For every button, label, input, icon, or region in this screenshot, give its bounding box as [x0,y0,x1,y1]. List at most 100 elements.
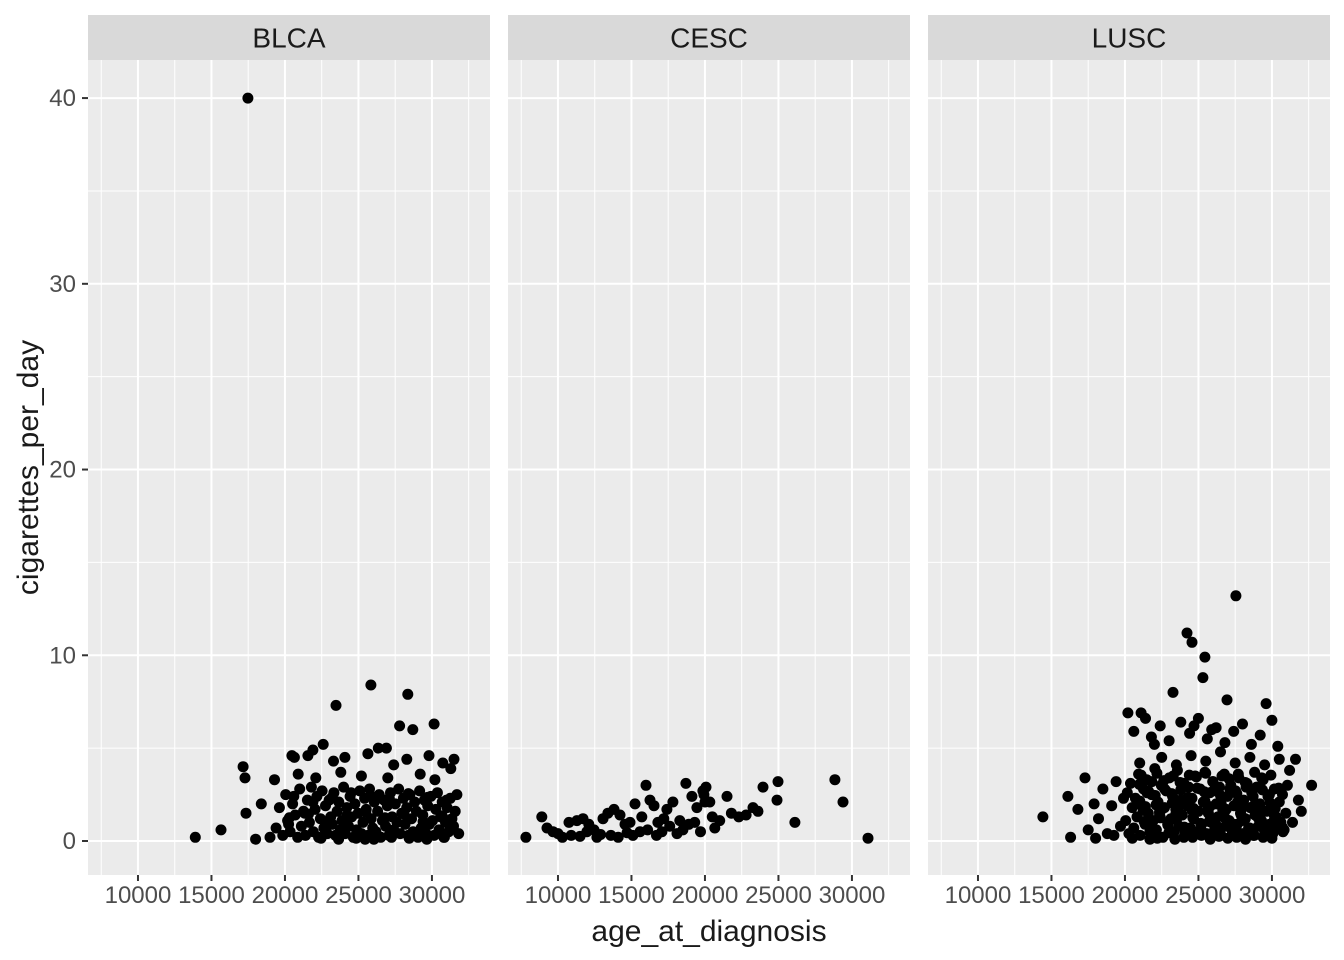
data-point [1197,672,1209,684]
data-point [595,829,607,840]
data-point [270,822,282,834]
data-point [1121,787,1133,799]
x-tick-label: 30000 [1239,882,1306,909]
data-point [1204,801,1216,813]
data-point [556,831,568,843]
data-point [829,774,841,786]
x-tick-label: 10000 [525,882,592,909]
data-point [1207,785,1219,797]
data-point [1266,714,1278,726]
data-point [1200,767,1212,779]
data-point [1088,798,1100,810]
data-point [414,785,426,797]
x-tick-label: 10000 [945,882,1012,909]
data-point [398,808,410,820]
x-axis-title: age_at_diagnosis [591,915,826,948]
y-tick-label: 20 [49,457,76,484]
data-point [1260,698,1272,710]
data-point [307,796,319,808]
data-point [680,777,692,789]
data-point [1273,753,1285,765]
data-point [1144,833,1156,845]
data-point [372,742,384,754]
data-point [1280,807,1292,819]
data-point [1212,826,1224,838]
data-point [837,796,849,808]
data-point [1240,833,1251,845]
data-point [1229,757,1241,769]
data-point [1147,825,1159,837]
data-point [345,787,357,799]
data-point [771,794,783,806]
data-point [269,774,280,786]
data-point [328,755,339,767]
data-point [583,818,595,830]
data-point [341,810,353,822]
data-point [1151,767,1163,779]
data-point [648,800,660,812]
data-point [386,831,397,843]
data-point [1207,776,1219,788]
data-point [1138,816,1150,827]
data-point [428,718,440,730]
data-point [402,788,414,800]
data-point [421,833,433,845]
data-point [1219,737,1231,749]
x-tick-label: 15000 [1018,882,1085,909]
data-point [1108,829,1120,841]
data-point [1139,801,1151,813]
data-point [691,802,703,814]
data-point [1163,735,1175,747]
data-point [1159,783,1171,795]
facet-strip [88,15,490,60]
data-point [394,720,406,732]
data-point [264,831,276,843]
data-point [360,806,372,818]
facet-strip [508,15,910,60]
data-point [1221,694,1233,706]
panel-background [88,60,490,875]
data-point [436,810,448,822]
data-point [1082,824,1094,836]
data-point [1292,794,1304,806]
data-point [752,805,764,817]
data-point [1247,790,1259,802]
data-point [322,816,334,827]
data-point [674,815,686,827]
data-point [288,790,300,802]
data-point [453,828,465,840]
data-point [1037,811,1049,823]
data-point [658,813,670,825]
x-tick-label: 20000 [1092,882,1159,909]
data-point [1167,686,1179,698]
data-point [1237,718,1248,730]
data-point [1277,826,1289,838]
data-point [335,766,347,778]
data-point [350,832,362,844]
data-point [1065,831,1077,843]
y-axis-title: cigarettes_per_day [12,340,45,595]
data-point [333,833,345,845]
data-point [1273,782,1285,794]
data-point [667,796,679,808]
data-point [417,816,429,827]
data-point [757,781,769,793]
data-point [1181,627,1193,639]
data-point [1062,790,1074,802]
data-point [1125,777,1136,789]
data-point [422,791,433,803]
x-tick-label: 10000 [105,882,172,909]
data-point [1172,802,1184,814]
data-point [1204,833,1216,845]
panel-background [928,60,1330,875]
data-point [1163,827,1175,839]
data-point [1245,738,1257,750]
data-point [403,832,415,844]
data-point [1126,832,1138,844]
data-point [1269,803,1281,814]
data-point [288,751,300,763]
data-point [1148,738,1160,750]
facet-strip-label: CESC [670,23,748,54]
data-point [772,776,784,788]
